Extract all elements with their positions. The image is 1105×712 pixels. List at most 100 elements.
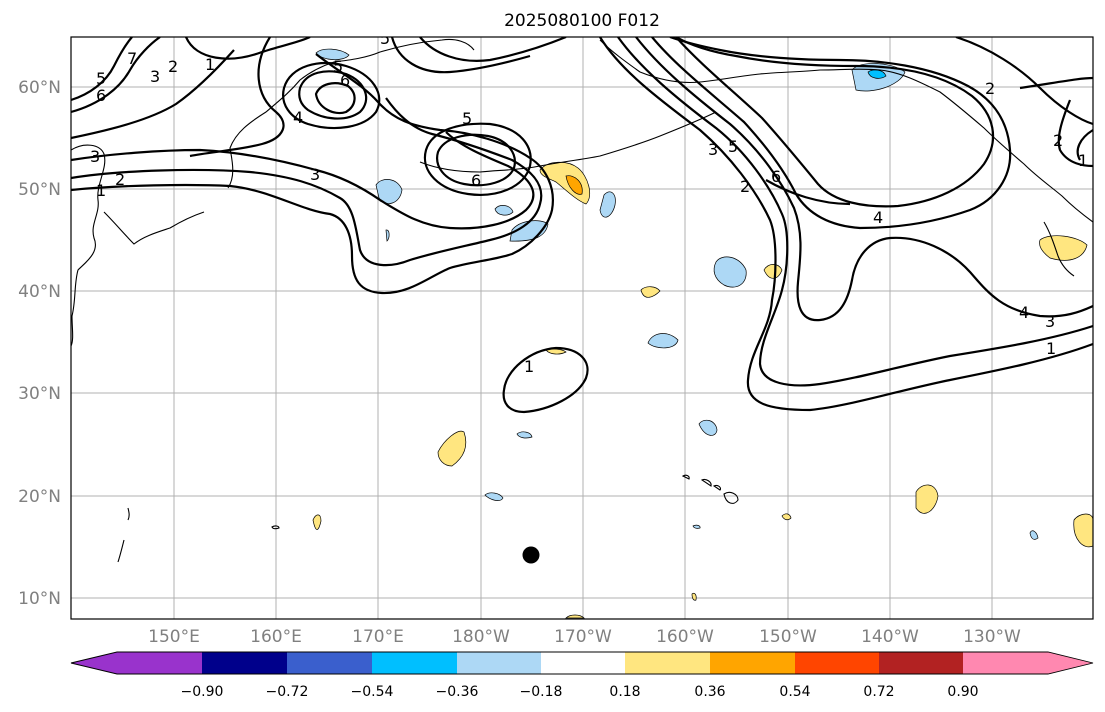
colorbar-tick-label: −0.18 (520, 684, 563, 700)
contour-label: 1 (524, 357, 534, 376)
colorbar-tick-label: 0.72 (863, 684, 894, 700)
contour-line (502, 346, 589, 414)
coastline-kurils (103, 211, 205, 245)
colorbar-segment (795, 652, 879, 674)
contour-label: 2 (740, 177, 750, 196)
lon-label: 140°W (861, 627, 919, 647)
contour-label: 6 (771, 167, 781, 186)
contour-line (390, 37, 531, 74)
contour-line (71, 37, 161, 114)
coastlines (71, 38, 1093, 563)
contour-label: 4 (873, 208, 883, 227)
lon-label: 170°E (352, 627, 404, 647)
negative-anomaly-area (516, 431, 533, 439)
positive-anomaly-area (915, 484, 939, 514)
contour-line (298, 70, 368, 120)
coastline-pacific-northwest (1043, 221, 1075, 277)
colorbar-segment (963, 652, 1048, 674)
colorbar-ticks: −0.90 −0.72 −0.54 −0.36 −0.18 0.18 0.36 … (181, 684, 979, 700)
colorbar-outline (70, 651, 1094, 675)
coastline-hawaii (723, 491, 739, 504)
contour-label: 1 (205, 55, 215, 74)
contour-label: 3 (310, 165, 320, 184)
contour-line (675, 37, 995, 208)
contour-label: 5 (96, 69, 106, 88)
map-border (70, 36, 1094, 620)
colorbar-segment (541, 652, 625, 674)
contour-label: 7 (127, 49, 137, 68)
negative-anomaly-area (647, 333, 679, 349)
positive-anomaly-area (1039, 235, 1088, 261)
negative-anomaly-area (1029, 530, 1039, 540)
negative-anomaly-area (713, 256, 747, 288)
contour-line (419, 37, 567, 62)
contour-line (71, 97, 543, 267)
negative-anomaly-area (385, 229, 390, 242)
contour-label: 1 (96, 181, 106, 200)
coastline-aleutians (419, 111, 717, 173)
contour-label-layer: 5 6 7 3 2 1 5 5 6 4 3 3 1 2 5 6 1 2 3 5 (90, 37, 1088, 376)
colorbar-segment (287, 652, 372, 674)
positive-anomaly-area (1073, 513, 1093, 548)
contour-label: 3 (90, 147, 100, 166)
negative-anomaly-area (315, 48, 350, 60)
lon-label: 160°W (656, 627, 714, 647)
contour-line (436, 133, 516, 187)
negative-anomaly-area (494, 205, 514, 216)
coastline-marianas (117, 507, 130, 563)
lon-label: 150°E (148, 627, 200, 647)
map-title: 2025080100 F012 (504, 11, 660, 31)
contour-line (189, 37, 285, 158)
contour-line (1057, 99, 1093, 168)
positive-anomaly-area (781, 513, 792, 521)
lat-label: 40°N (18, 282, 61, 302)
map-panel: 5 6 7 3 2 1 5 5 6 4 3 3 1 2 5 6 1 2 3 5 (70, 36, 1094, 620)
colorbar-segment (457, 652, 541, 674)
colorbar-segment (710, 652, 795, 674)
colorbar-tick-label: −0.36 (436, 684, 479, 700)
contour-label: 1 (1046, 339, 1056, 358)
lon-label: 130°W (963, 627, 1021, 647)
map-background (71, 37, 1093, 619)
contour-label: 5 (462, 109, 472, 128)
contour-line (651, 37, 1012, 230)
lon-label: 160°E (250, 627, 302, 647)
contour-label: 3 (708, 140, 718, 159)
contour-line (1076, 129, 1093, 161)
colorbar-tick-label: −0.54 (351, 684, 394, 700)
lon-label: 180°W (452, 627, 510, 647)
colorbar-segment (1048, 652, 1093, 674)
coastline-small-island (271, 525, 280, 530)
colorbar-segment (71, 652, 117, 674)
contour-label: 5 (728, 137, 738, 156)
contour-line (282, 61, 381, 130)
coastline-alaska (599, 39, 1093, 223)
contour-line (635, 37, 1093, 322)
lon-label: 150°W (759, 627, 817, 647)
lon-label: 170°W (554, 627, 612, 647)
contour-line (599, 37, 1093, 412)
positive-anomaly-area (640, 286, 661, 298)
lat-label: 60°N (18, 78, 61, 98)
center-marker-dot (522, 546, 540, 564)
lat-label: 30°N (18, 384, 61, 404)
colorbar-tick-label: 0.90 (947, 684, 978, 700)
contour-line (423, 122, 532, 196)
coastline-east-asia (71, 144, 106, 347)
contour-line (765, 179, 851, 206)
coastline-hawaii-islands (681, 474, 722, 491)
colorbar-tick-label: 0.18 (609, 684, 640, 700)
contour-label: 1 (1078, 151, 1088, 170)
contour-label: 4 (293, 108, 303, 127)
positive-anomaly-area (565, 614, 585, 619)
positive-anomaly-area (691, 592, 697, 601)
contour-label: 2 (985, 79, 995, 98)
contour-line (71, 53, 554, 295)
negative-anomaly-area (599, 191, 616, 218)
colorbar-segment (117, 652, 202, 674)
contour-lines (71, 37, 1093, 414)
contour-label: 6 (471, 171, 481, 190)
colorbar-segment (879, 652, 963, 674)
contour-label: 6 (340, 71, 350, 90)
